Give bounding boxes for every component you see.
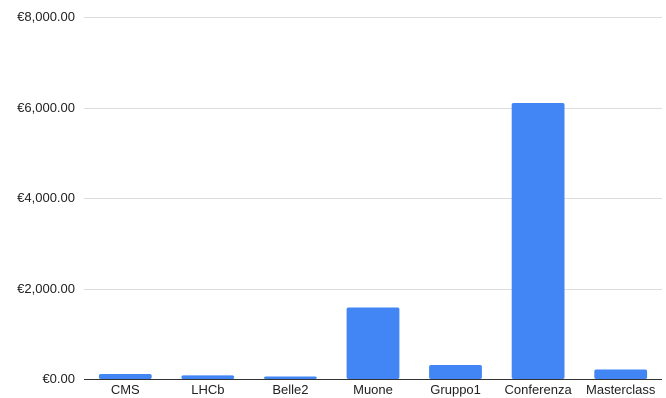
- grid-lines: [84, 17, 662, 290]
- bar-muone: [346, 307, 400, 379]
- x-category-label: Masterclass: [586, 382, 656, 397]
- y-tick-label: €8,000.00: [17, 9, 75, 24]
- x-category-label: LHCb: [191, 382, 224, 397]
- x-category-label: Muone: [353, 382, 393, 397]
- x-category-label: Gruppo1: [430, 382, 481, 397]
- y-axis-tick-labels: €0.00 €2,000.00 €4,000.00 €6,000.00 €8,000.0…: [17, 9, 75, 386]
- y-tick-label: €2,000.00: [17, 281, 75, 296]
- bar-gruppo1: [429, 365, 482, 379]
- y-tick-label: €0.00: [42, 371, 75, 386]
- x-axis-category-labels: CMS LHCb Belle2 Muone Gruppo1 Conferenza Maste…: [111, 382, 656, 397]
- bars: [98, 103, 648, 379]
- bar-cms: [98, 374, 152, 379]
- y-tick-label: €6,000.00: [17, 100, 75, 115]
- x-category-label: Conferenza: [504, 382, 572, 397]
- bar-lhcb: [181, 375, 235, 379]
- y-tick-label: €4,000.00: [17, 190, 75, 205]
- bar-masterclass: [594, 369, 648, 379]
- x-category-label: Belle2: [272, 382, 308, 397]
- bar-conferenza: [511, 103, 565, 379]
- bar-belle2: [264, 376, 317, 379]
- x-category-label: CMS: [111, 382, 140, 397]
